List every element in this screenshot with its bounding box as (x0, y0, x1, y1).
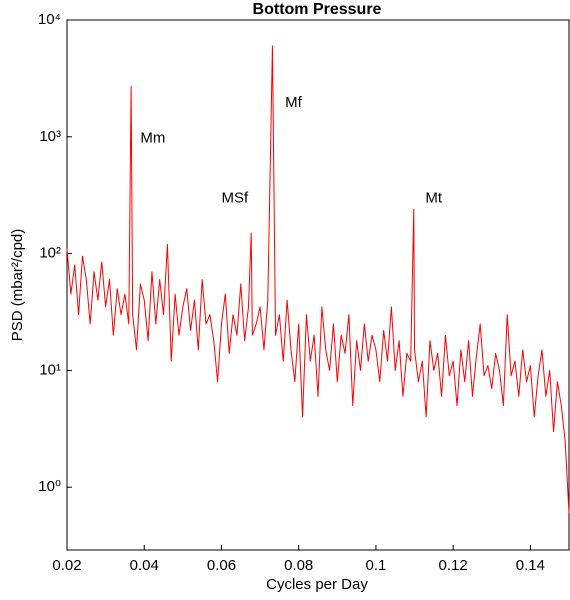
annotation: Mf (285, 94, 302, 111)
x-tick-label: 0.04 (130, 557, 159, 574)
chart-title: Bottom Pressure (253, 1, 382, 18)
annotation: MSf (221, 190, 249, 207)
x-axis-label: Cycles per Day (266, 576, 368, 593)
y-tick-label: 10⁰ (38, 478, 61, 495)
psd-line (66, 45, 570, 514)
x-tick-label: 0.14 (516, 557, 545, 574)
plot-frame (66, 19, 570, 551)
y-axis-label: PSD (mbar²/cpd) (9, 229, 26, 342)
annotation: Mt (425, 190, 442, 207)
x-tick-label: 0.12 (439, 557, 468, 574)
x-tick-label: 0.08 (284, 557, 313, 574)
y-tick-label: 10¹ (39, 361, 61, 378)
x-tick-label: 0.06 (207, 557, 236, 574)
y-tick-label: 10² (39, 245, 61, 262)
annotation: Mm (140, 129, 165, 146)
y-tick-label: 10³ (39, 128, 61, 145)
x-tick-label: 0.02 (52, 557, 81, 574)
x-tick-label: 0.1 (365, 557, 386, 574)
y-tick-label: 10⁴ (38, 11, 61, 28)
